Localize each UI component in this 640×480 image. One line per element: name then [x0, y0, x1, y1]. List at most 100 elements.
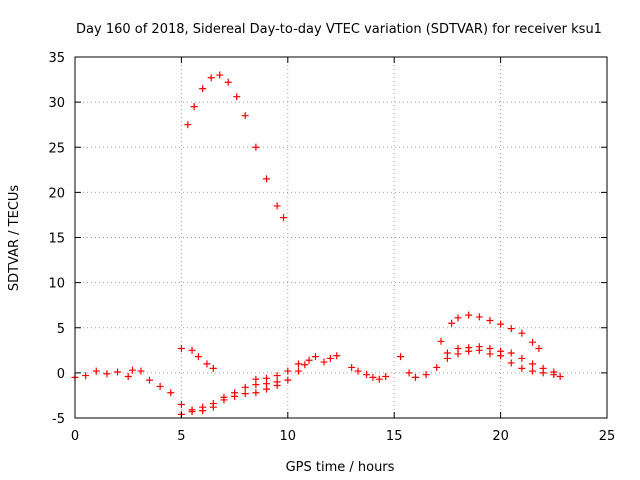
data-point [199, 85, 207, 93]
data-point [465, 311, 473, 319]
data-point [333, 352, 341, 360]
y-tick-label: 30 [48, 96, 65, 111]
data-point [507, 325, 515, 333]
data-point [507, 349, 515, 357]
x-tick-label: 20 [492, 429, 509, 444]
data-point [305, 356, 313, 364]
series-arc-10 [443, 343, 558, 376]
data-point [443, 349, 451, 357]
data-point [311, 353, 319, 361]
y-tick-label: 20 [48, 186, 65, 201]
data-point [348, 363, 356, 371]
y-tick-label: 0 [57, 367, 65, 382]
data-point [114, 368, 122, 376]
data-point [433, 363, 441, 371]
series-arc-high [184, 71, 288, 222]
data-point [92, 367, 100, 375]
data-point [216, 71, 224, 79]
data-point [241, 112, 249, 120]
data-point [156, 382, 164, 390]
data-point [454, 314, 462, 322]
series-arc-9 [437, 311, 543, 353]
data-point [294, 360, 302, 368]
data-point [475, 313, 483, 321]
data-point [301, 361, 309, 369]
y-tick-label: -5 [52, 412, 65, 427]
data-point [241, 390, 249, 398]
tick-layer: 0 5 10 15 20 25 -5 0 5 10 15 20 25 30 35 [48, 51, 615, 444]
data-point [280, 214, 288, 222]
x-tick-label: 5 [177, 429, 185, 444]
data-point [486, 345, 494, 353]
data-point [177, 400, 185, 408]
y-tick-label: 35 [48, 51, 65, 66]
data-point [497, 347, 505, 355]
data-point [167, 389, 175, 397]
series-arc-6 [311, 352, 341, 366]
data-point [273, 378, 281, 386]
data-point [231, 389, 239, 397]
data-point [82, 372, 90, 380]
chart-title: Day 160 of 2018, Sidereal Day-to-day VTE… [76, 22, 602, 37]
data-point [529, 367, 537, 375]
x-tick-label: 0 [71, 429, 79, 444]
data-point [518, 329, 526, 337]
data-point [137, 367, 145, 375]
grid-layer [75, 57, 607, 418]
data-point [145, 376, 153, 384]
data-point [273, 202, 281, 210]
data-point [507, 359, 515, 367]
data-point [326, 354, 334, 362]
data-point [354, 367, 362, 375]
data-point [405, 369, 413, 377]
data-point [497, 320, 505, 328]
data-point [273, 372, 281, 380]
data-point [518, 364, 526, 372]
data-point [194, 353, 202, 361]
data-point [233, 93, 241, 101]
data-point [252, 389, 260, 397]
data-point [199, 403, 207, 411]
data-point [207, 74, 215, 82]
data-point [128, 366, 136, 374]
series-arc-1 [71, 366, 136, 381]
data-layer [71, 71, 564, 418]
x-tick-label: 15 [386, 429, 403, 444]
data-point [184, 121, 192, 129]
y-tick-label: 5 [57, 322, 65, 337]
data-point [369, 373, 377, 381]
series-arc-5 [252, 356, 313, 383]
data-point [375, 375, 383, 383]
y-tick-label: 10 [48, 277, 65, 292]
data-point [422, 371, 430, 379]
y-tick-label: 15 [48, 232, 65, 247]
data-point [411, 373, 419, 381]
data-point [556, 372, 564, 380]
data-point [188, 346, 196, 354]
data-point [177, 345, 185, 353]
data-point [263, 374, 271, 382]
data-point [535, 345, 543, 353]
data-point [475, 343, 483, 351]
series-arc-4 [177, 345, 217, 372]
data-point [518, 354, 526, 362]
data-point [241, 383, 249, 391]
data-point [448, 319, 456, 327]
y-axis-label: SDTVAR / TECUs [7, 185, 22, 292]
data-point [209, 364, 217, 372]
data-point [465, 344, 473, 352]
data-point [103, 370, 111, 378]
data-point [437, 337, 445, 345]
data-point [224, 78, 232, 86]
data-point [220, 393, 228, 401]
data-point [382, 372, 390, 380]
data-point [263, 175, 271, 183]
data-point [320, 358, 328, 366]
data-point [529, 360, 537, 368]
data-point [209, 400, 217, 408]
data-point [124, 372, 132, 380]
data-point [294, 367, 302, 375]
data-point [203, 360, 211, 368]
